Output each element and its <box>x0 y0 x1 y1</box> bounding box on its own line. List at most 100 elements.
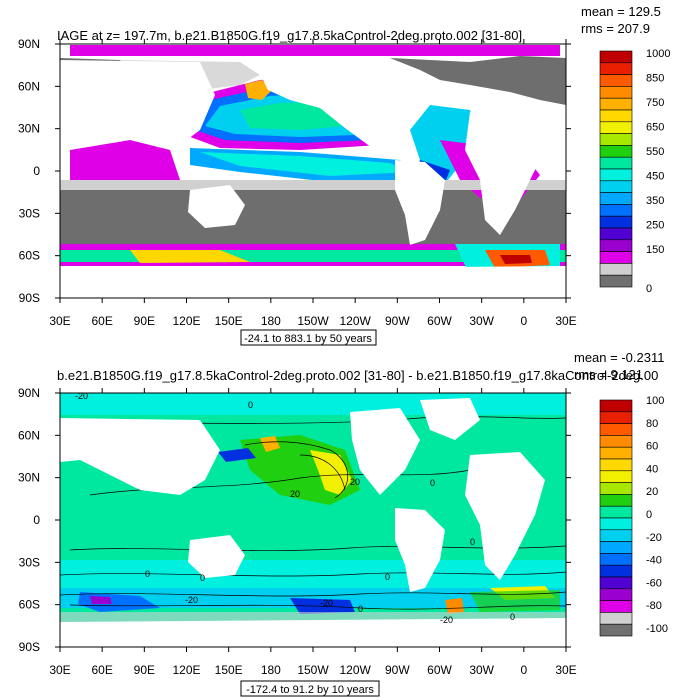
x-tick-label: 60E <box>91 314 112 328</box>
contour-label: 0 <box>358 604 363 614</box>
contour-label: 20 <box>290 489 300 499</box>
x-tick-label: 60E <box>91 663 112 677</box>
panel2-land-north-america <box>350 408 420 495</box>
colorbar-label: -20 <box>646 532 662 544</box>
y-tick-label: 0 <box>33 164 40 178</box>
y-tick-label: 60S <box>19 598 40 612</box>
panel2-range-box <box>240 680 380 697</box>
panel1-acc-warm-west <box>130 250 250 263</box>
panel2-land-africa <box>465 452 545 580</box>
panel-2: b.e21.B1850G.f19_g17.8.5kaControl-2deg.p… <box>18 350 668 697</box>
panel2-range-note: -172.4 to 91.2 by 10 years <box>246 684 374 696</box>
panel1-title: IAGE at z= 197.7m, b.e21.B1850G.f19_g17.… <box>57 28 522 43</box>
contour-label: 0 <box>470 537 475 547</box>
panel1-land-africa <box>465 110 545 235</box>
panel1-land-south-america <box>395 160 445 245</box>
colorbar-swatch <box>599 470 633 483</box>
panel2-map <box>60 393 566 647</box>
x-tick-label: 30E <box>49 663 70 677</box>
panel2-mean: mean = -0.2311 <box>574 350 664 365</box>
colorbar-swatch <box>599 121 633 134</box>
contour-label: 0 <box>510 612 515 622</box>
panel1-arctic-gray <box>390 56 566 105</box>
y-tick-label: 30S <box>19 206 40 220</box>
x-tick-label: 180 <box>261 314 281 328</box>
x-tick-label: 120W <box>339 314 371 328</box>
contour-label: 0 <box>385 572 390 582</box>
colorbar-label: 150 <box>646 244 664 256</box>
panel1-land-north-america <box>258 62 410 150</box>
panel2-npac-dark <box>218 448 256 462</box>
panel2-arctic-cyan <box>60 393 566 415</box>
panel1-southern-light-band <box>60 180 566 190</box>
colorbar-swatch <box>599 423 633 436</box>
contour-label: -20 <box>440 615 453 625</box>
panel-1: IAGE at z= 197.7m, b.e21.B1850G.f19_g17.… <box>18 4 670 346</box>
colorbar-label: 350 <box>646 195 664 207</box>
contour-label: -20 <box>320 598 333 608</box>
colorbar-swatch <box>599 168 633 182</box>
panel2-npac-yellow <box>310 450 352 495</box>
panel2-npac-orange <box>260 436 280 452</box>
panel2-land-antarctica <box>60 618 566 647</box>
colorbar-label: 80 <box>646 418 658 430</box>
x-tick-label: 60W <box>427 663 452 677</box>
y-tick-label: 30N <box>18 122 40 136</box>
x-tick-label: 90W <box>385 314 410 328</box>
panel2-rms: rms = 9.121 <box>574 367 643 382</box>
colorbar-swatch <box>599 109 633 123</box>
colorbar-swatch <box>599 435 633 448</box>
y-tick-label: 60S <box>19 249 40 263</box>
colorbar-label: 20 <box>646 486 658 498</box>
contour-label: 0 <box>430 478 435 488</box>
colorbar-label: 40 <box>646 463 658 475</box>
colorbar-swatch <box>599 399 633 413</box>
x-tick-label: 120W <box>339 663 371 677</box>
colorbar-swatch <box>599 145 633 158</box>
colorbar-label: -40 <box>646 555 662 567</box>
x-tick-label: 30W <box>469 314 494 328</box>
colorbar-swatch <box>599 564 633 578</box>
colorbar-swatch <box>599 505 633 519</box>
colorbar-swatch <box>599 600 633 613</box>
colorbar-swatch <box>599 541 633 554</box>
contour-label: -20 <box>75 391 88 401</box>
x-tick-label: 150E <box>215 314 243 328</box>
colorbar-label: 100 <box>646 395 664 407</box>
colorbar-swatch <box>599 576 633 590</box>
contour-label: 0 <box>145 569 150 579</box>
contour-label: 0 <box>200 573 205 583</box>
colorbar-swatch <box>599 251 633 264</box>
colorbar-swatch <box>599 74 633 87</box>
colorbar-swatch <box>599 215 633 229</box>
x-tick-label: 90E <box>134 663 155 677</box>
colorbar-swatch <box>599 97 633 111</box>
contour-label: 0 <box>248 400 253 410</box>
colorbar-label: 850 <box>646 73 664 85</box>
y-tick-label: 0 <box>33 513 40 527</box>
colorbar-swatch <box>599 482 633 495</box>
x-tick-label: 30W <box>469 663 494 677</box>
panel1-equatorial-cyan <box>200 152 410 176</box>
x-tick-label: 90E <box>134 314 155 328</box>
panel1-colorbar: 1000 850 750 650 550 450 350 250 150 0 <box>599 48 670 295</box>
panel2-land-eurasia <box>60 418 220 495</box>
panel1-land-eurasia <box>60 60 215 145</box>
panel2-land-greenland <box>420 398 480 440</box>
colorbar-label: 650 <box>646 122 664 134</box>
y-tick-label: 60N <box>18 428 40 442</box>
panel2-so-orange <box>445 598 464 614</box>
panel2-contour-labels: -20 0 0 20 0 0 0 0 0 20 -20 -20 -20 0 <box>75 391 515 625</box>
colorbar-swatch <box>599 274 633 288</box>
panel1-arctic-band <box>70 45 560 56</box>
contour-label: 20 <box>350 477 360 487</box>
x-tick-label: 120E <box>172 314 200 328</box>
colorbar-swatch <box>599 529 633 542</box>
colorbar-label: -60 <box>646 577 662 589</box>
x-tick-label: 180 <box>261 663 281 677</box>
y-tick-label: 90N <box>18 386 40 400</box>
panel1-npac-green <box>240 102 345 130</box>
panel1-land-antarctica <box>60 266 566 298</box>
x-tick-label: 30E <box>555 314 576 328</box>
y-tick-label: 30N <box>18 471 40 485</box>
